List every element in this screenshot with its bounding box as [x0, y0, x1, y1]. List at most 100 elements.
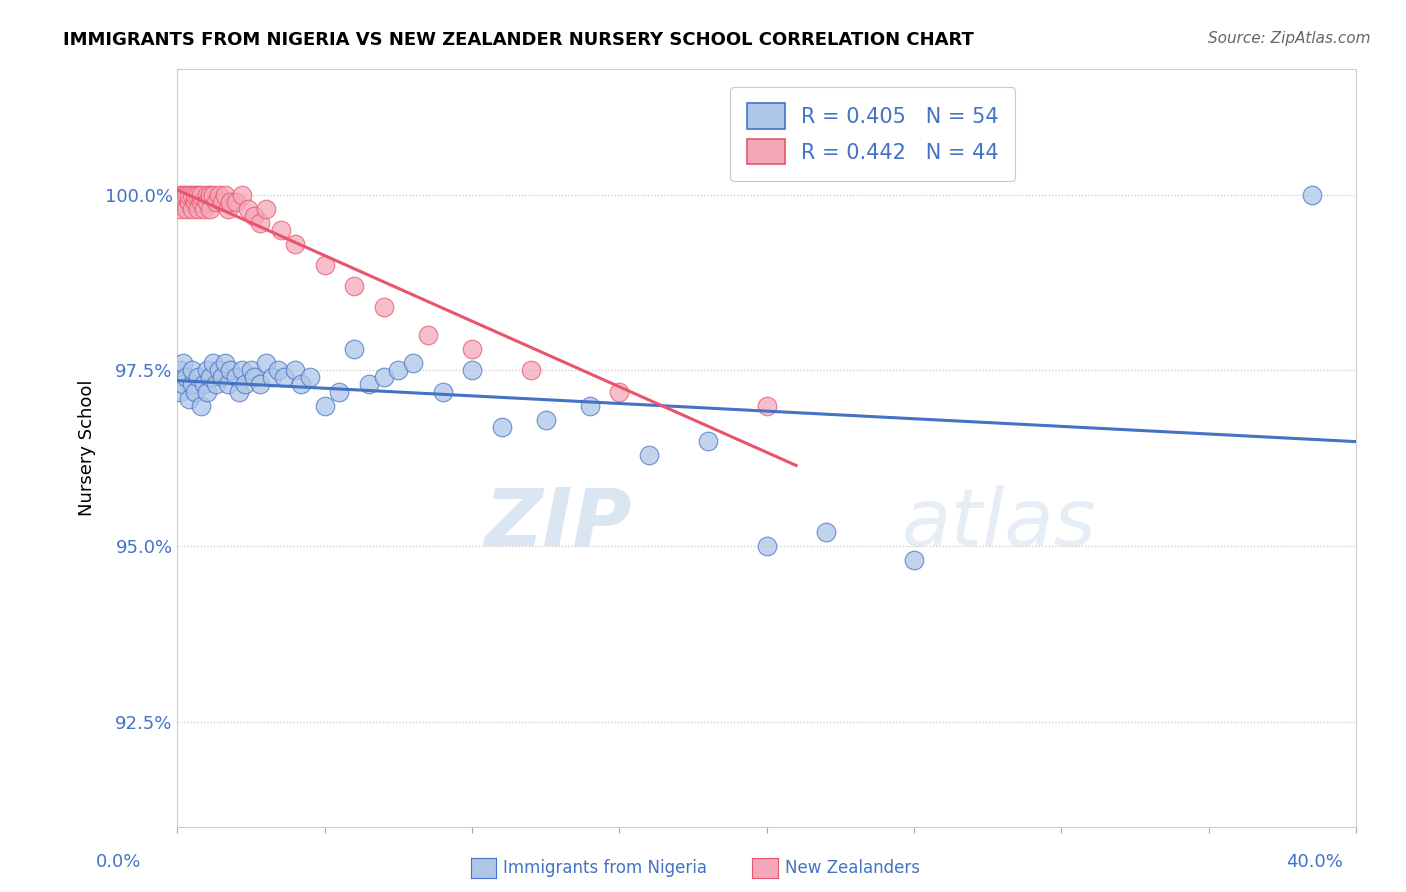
Point — [219, 363, 242, 377]
Point — [195, 384, 218, 399]
Point — [169, 202, 191, 216]
Point — [198, 188, 221, 202]
Point — [184, 188, 207, 202]
Point — [238, 202, 260, 216]
Point — [208, 188, 231, 202]
Point — [195, 188, 218, 202]
Point — [211, 370, 233, 384]
Point — [299, 370, 322, 384]
Point — [373, 370, 395, 384]
Point — [328, 384, 350, 399]
Point — [270, 223, 292, 237]
Point — [240, 363, 263, 377]
Point — [609, 384, 631, 399]
Point — [217, 377, 239, 392]
Point — [181, 363, 204, 377]
Point — [534, 412, 557, 426]
Point — [432, 384, 454, 399]
Point — [233, 377, 256, 392]
Point — [637, 448, 659, 462]
Point — [176, 188, 198, 202]
Point — [416, 328, 439, 343]
Point — [254, 356, 277, 370]
Point — [172, 194, 194, 209]
Point — [214, 188, 236, 202]
Point — [225, 370, 247, 384]
Point — [201, 356, 224, 370]
Point — [179, 188, 201, 202]
Point — [696, 434, 718, 448]
Point — [284, 363, 307, 377]
Point — [181, 188, 204, 202]
Point — [169, 363, 191, 377]
Point — [814, 524, 837, 539]
Point — [172, 188, 194, 202]
Point — [176, 202, 198, 216]
Point — [198, 370, 221, 384]
Point — [204, 194, 226, 209]
Point — [187, 370, 209, 384]
Point — [214, 356, 236, 370]
Point — [169, 384, 191, 399]
Point — [755, 399, 778, 413]
Point — [231, 188, 253, 202]
Point — [193, 202, 215, 216]
Point — [195, 194, 218, 209]
Point — [204, 377, 226, 392]
Point — [254, 202, 277, 216]
Point — [169, 188, 191, 202]
Point — [343, 279, 366, 293]
Text: 0.0%: 0.0% — [96, 853, 141, 871]
Point — [249, 216, 271, 230]
Point — [179, 392, 201, 406]
Point — [190, 188, 212, 202]
Point — [373, 300, 395, 314]
Text: ZIP: ZIP — [484, 484, 631, 563]
Point — [181, 377, 204, 392]
Point — [461, 363, 484, 377]
Point — [491, 419, 513, 434]
Point — [219, 194, 242, 209]
Point — [231, 363, 253, 377]
Text: atlas: atlas — [903, 484, 1097, 563]
Point — [190, 194, 212, 209]
Point — [172, 377, 194, 392]
Point — [217, 202, 239, 216]
Point — [195, 363, 218, 377]
Point — [903, 553, 925, 567]
Point — [243, 370, 266, 384]
Text: Immigrants from Nigeria: Immigrants from Nigeria — [503, 859, 707, 877]
Point — [579, 399, 602, 413]
Point — [387, 363, 409, 377]
Point — [172, 356, 194, 370]
Point — [266, 363, 288, 377]
Point — [187, 202, 209, 216]
Point — [184, 384, 207, 399]
Text: Source: ZipAtlas.com: Source: ZipAtlas.com — [1208, 31, 1371, 46]
Point — [184, 194, 207, 209]
Point — [193, 377, 215, 392]
Point — [225, 194, 247, 209]
Text: 40.0%: 40.0% — [1286, 853, 1343, 871]
Point — [357, 377, 380, 392]
Point — [260, 370, 283, 384]
Point — [187, 188, 209, 202]
Legend: R = 0.405   N = 54, R = 0.442   N = 44: R = 0.405 N = 54, R = 0.442 N = 44 — [730, 87, 1015, 181]
Point — [228, 384, 250, 399]
Point — [273, 370, 295, 384]
Point — [208, 363, 231, 377]
Point — [249, 377, 271, 392]
Point — [179, 194, 201, 209]
Point — [290, 377, 312, 392]
Point — [190, 399, 212, 413]
Y-axis label: Nursery School: Nursery School — [79, 379, 96, 516]
Point — [176, 370, 198, 384]
Point — [243, 209, 266, 223]
Text: IMMIGRANTS FROM NIGERIA VS NEW ZEALANDER NURSERY SCHOOL CORRELATION CHART: IMMIGRANTS FROM NIGERIA VS NEW ZEALANDER… — [63, 31, 974, 49]
Point — [1301, 188, 1323, 202]
Point — [461, 343, 484, 357]
Point — [201, 188, 224, 202]
Point — [284, 237, 307, 252]
Point — [314, 399, 336, 413]
Point — [211, 194, 233, 209]
